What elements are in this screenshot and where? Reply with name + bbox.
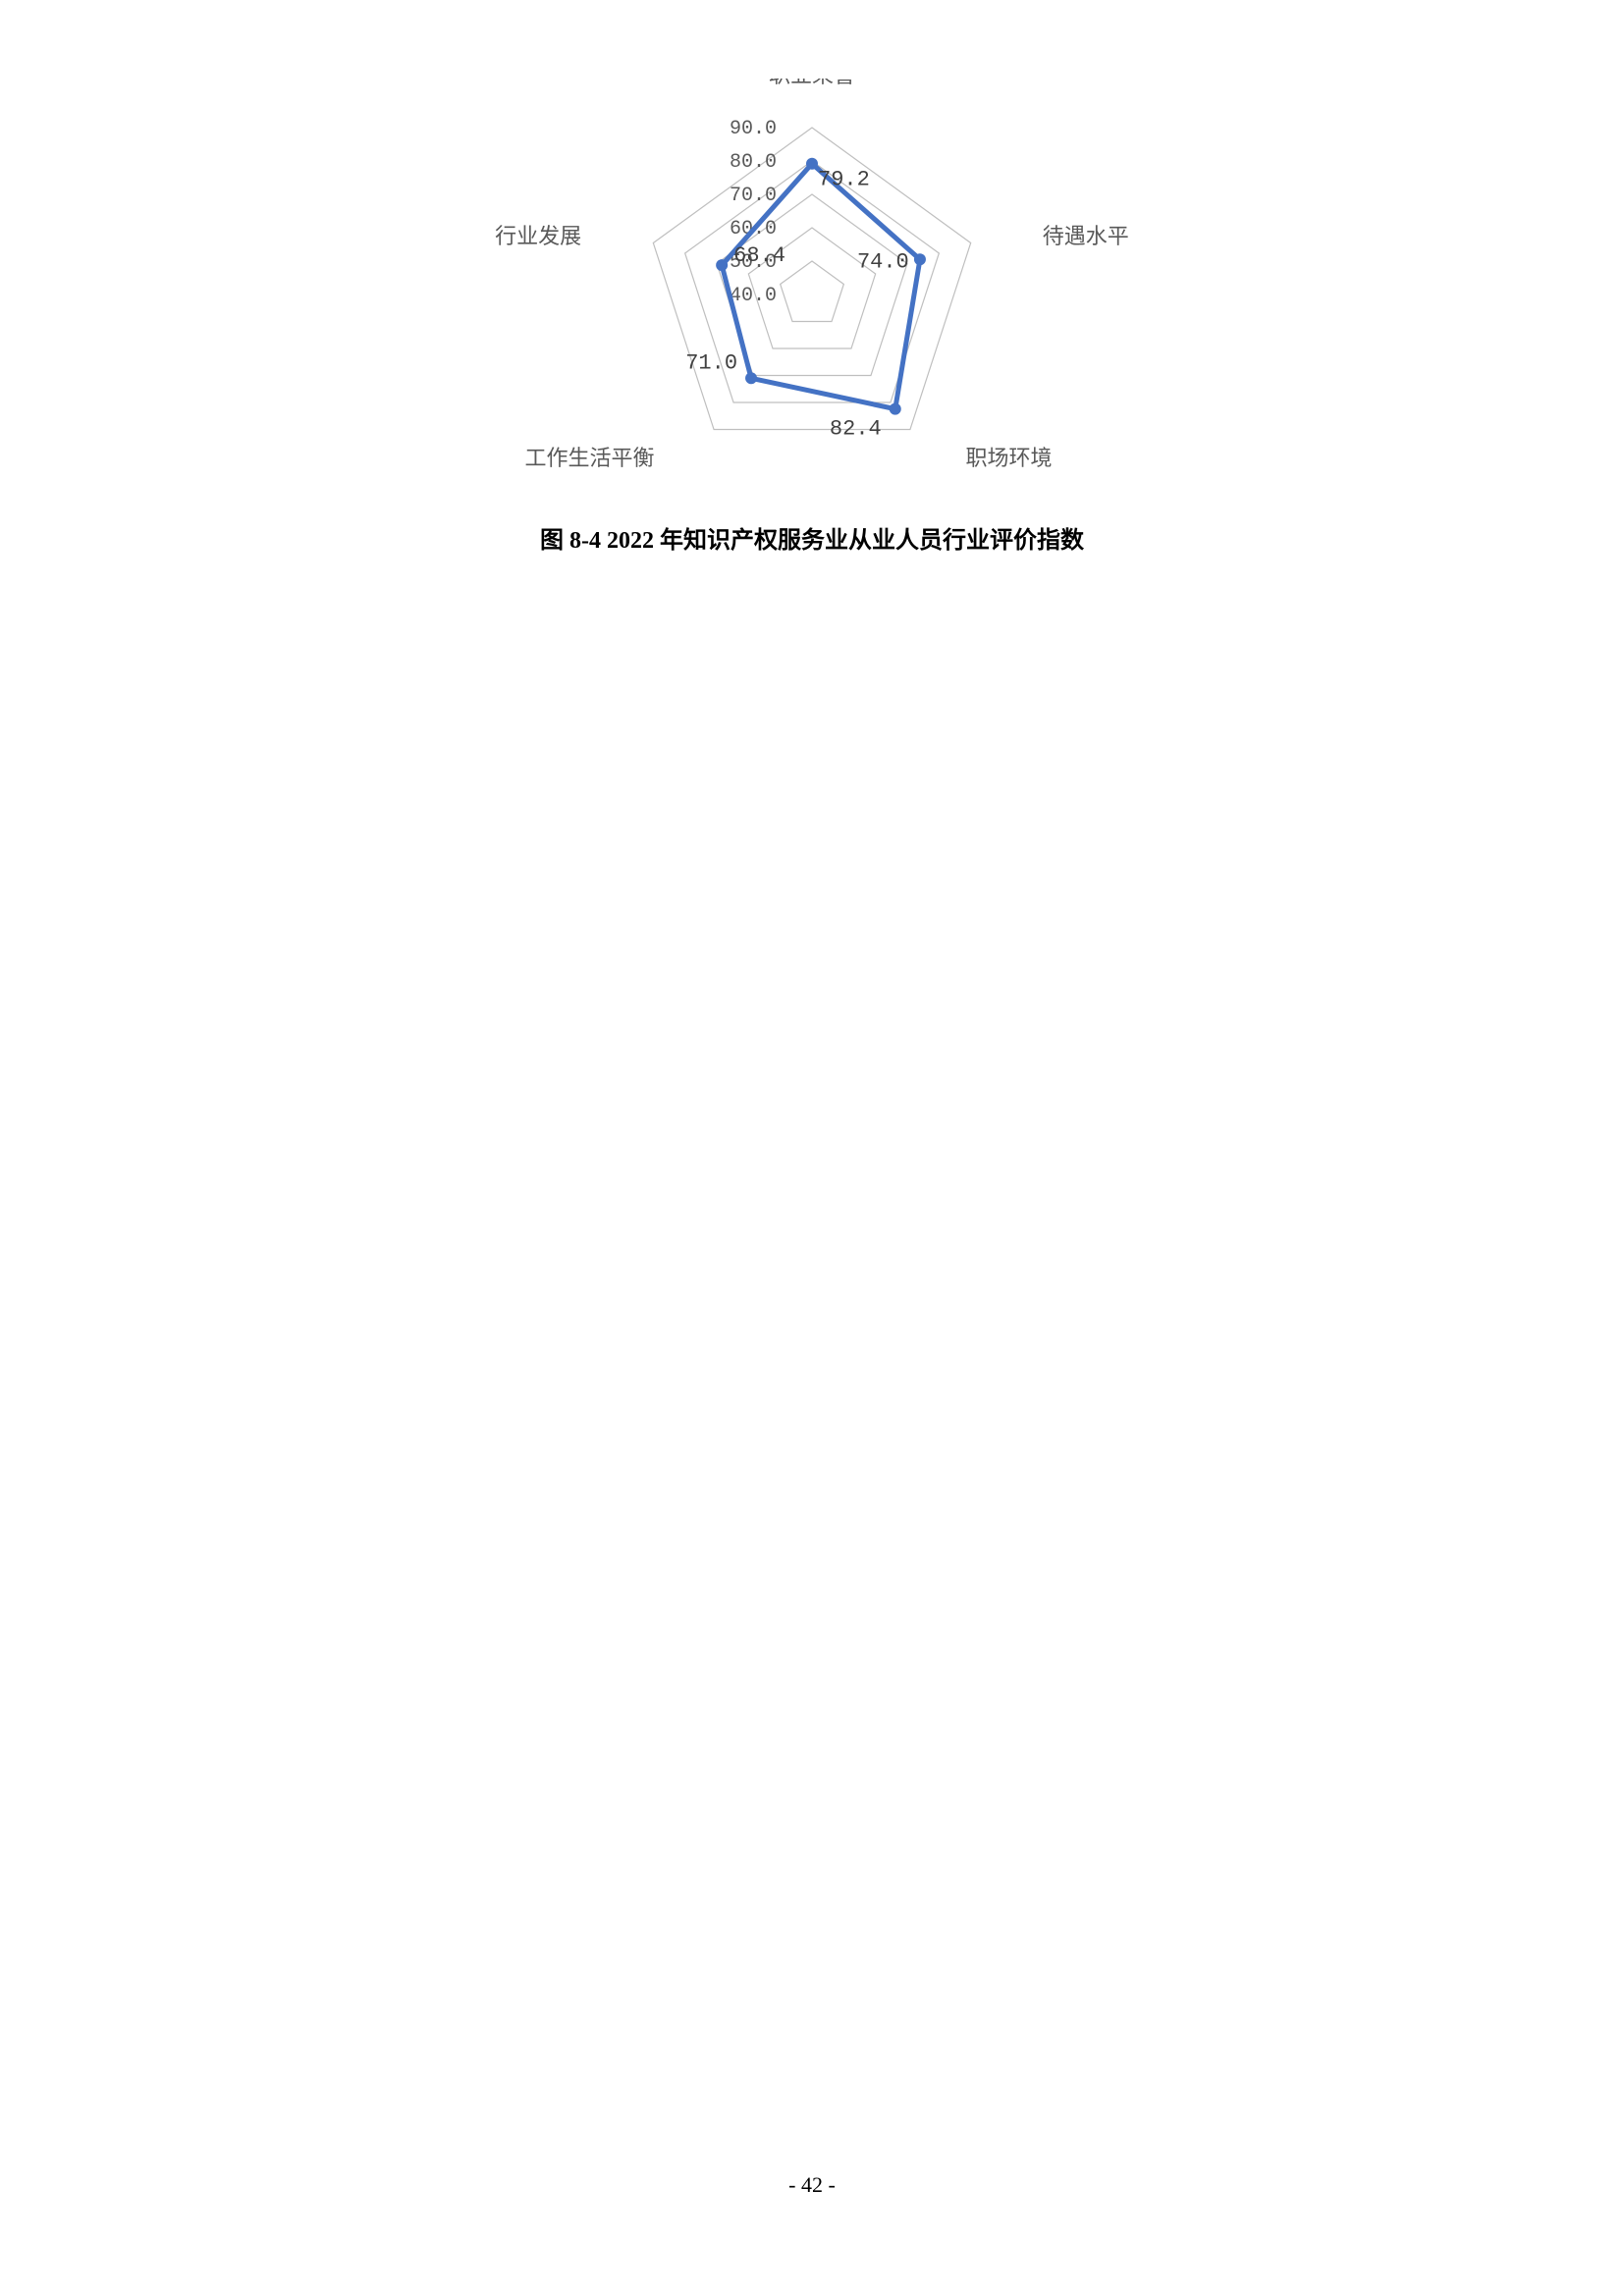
radar-grid-ring [653, 128, 970, 430]
radar-grid-ring [781, 261, 844, 322]
radar-value-label: 79.2 [818, 168, 870, 192]
radar-chart-area: 40.050.060.070.080.090.0职业荣誉待遇水平职场环境工作生活… [370, 79, 1254, 491]
radar-tick-label: 80.0 [730, 151, 777, 174]
radar-data-marker [745, 372, 757, 384]
radar-tick-label: 70.0 [730, 185, 777, 207]
radar-data-marker [716, 259, 728, 271]
page-container: 40.050.060.070.080.090.0职业荣誉待遇水平职场环境工作生活… [0, 0, 1624, 2296]
radar-tick-label: 40.0 [730, 285, 777, 307]
radar-data-marker [914, 253, 926, 265]
radar-axis-label: 待遇水平 [1043, 224, 1129, 248]
radar-axis-label: 职场环境 [966, 446, 1053, 470]
chart-caption: 图 8-4 2022 年知识产权服务业从业人员行业评价指数 [0, 520, 1624, 555]
radar-axis-label: 工作生活平衡 [524, 446, 654, 470]
radar-tick-label: 90.0 [730, 118, 777, 140]
radar-value-label: 71.0 [685, 350, 737, 375]
page-number: - 42 - [0, 2172, 1624, 2198]
radar-axis-label: 职业荣誉 [769, 79, 855, 87]
radar-data-marker [806, 158, 818, 170]
radar-value-label: 68.4 [733, 243, 785, 268]
radar-value-label: 74.0 [857, 249, 909, 274]
radar-chart-svg: 40.050.060.070.080.090.0职业荣誉待遇水平职场环境工作生活… [370, 79, 1254, 491]
radar-value-label: 82.4 [830, 417, 882, 442]
radar-data-marker [890, 403, 901, 415]
radar-axis-label: 行业发展 [495, 224, 581, 248]
